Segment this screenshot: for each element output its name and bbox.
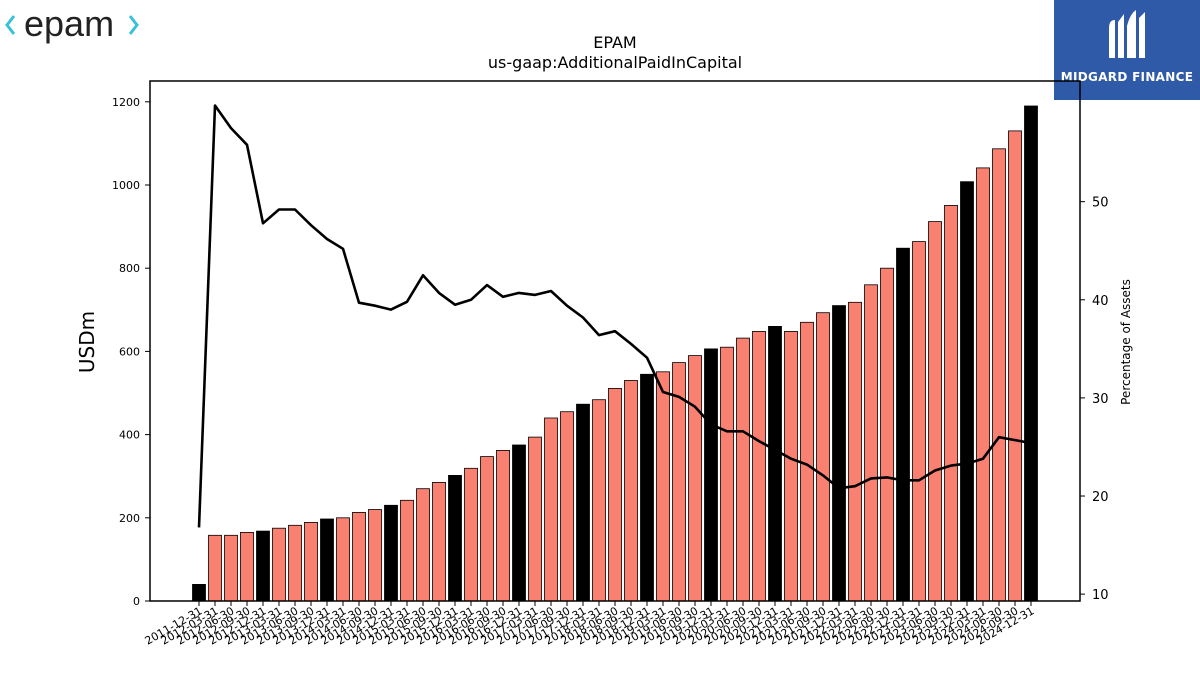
y2-tick-label: 10 bbox=[1092, 588, 1109, 603]
bar bbox=[848, 301, 862, 602]
percentage-line bbox=[197, 104, 1032, 528]
bar bbox=[592, 399, 606, 602]
y2-tick-label: 40 bbox=[1092, 294, 1109, 309]
bar bbox=[752, 330, 766, 602]
y2-tick-label: 20 bbox=[1092, 490, 1109, 505]
bar bbox=[496, 449, 510, 602]
bar bbox=[352, 512, 366, 602]
bar bbox=[432, 481, 446, 602]
chevron-left-icon bbox=[5, 15, 16, 35]
bar bbox=[928, 221, 942, 602]
bar bbox=[416, 488, 430, 602]
bar bbox=[224, 534, 238, 602]
bar bbox=[384, 504, 398, 602]
bar bbox=[320, 518, 334, 602]
bar bbox=[960, 181, 974, 602]
y-tick-label: 800 bbox=[119, 262, 140, 275]
chart-subtitle: us-gaap:AdditionalPaidInCapital bbox=[488, 53, 742, 72]
bar bbox=[912, 241, 926, 602]
chart-title: EPAM bbox=[593, 33, 636, 52]
bar bbox=[864, 284, 878, 602]
bar bbox=[736, 337, 750, 602]
bar bbox=[272, 527, 286, 602]
y-axis-label: USDm bbox=[75, 311, 99, 373]
bar bbox=[208, 534, 222, 602]
bar bbox=[816, 312, 830, 602]
bar bbox=[400, 499, 414, 602]
bar bbox=[560, 411, 574, 602]
bar bbox=[576, 403, 590, 602]
bar bbox=[640, 373, 654, 602]
bar bbox=[704, 348, 718, 602]
bar bbox=[448, 474, 462, 602]
bar bbox=[1008, 130, 1022, 602]
chevron-right-icon bbox=[128, 15, 139, 35]
bar bbox=[880, 267, 894, 602]
bar bbox=[784, 330, 798, 602]
bar bbox=[256, 530, 270, 602]
bar bbox=[832, 305, 846, 602]
bar bbox=[992, 148, 1006, 602]
y-tick-label: 400 bbox=[119, 429, 140, 442]
bar bbox=[688, 355, 702, 602]
bar bbox=[480, 456, 494, 602]
y2-tick-label: 30 bbox=[1092, 392, 1109, 407]
y-tick-label: 1000 bbox=[112, 179, 140, 192]
bar bbox=[976, 167, 990, 602]
plot-area: 02004006008001000120010203040502011-12-3… bbox=[112, 80, 1109, 648]
y2-axis-label: Percentage of Assets bbox=[1119, 279, 1133, 405]
bar bbox=[656, 371, 670, 602]
epam-logo: epam bbox=[4, 2, 144, 52]
bar bbox=[528, 436, 542, 602]
bar bbox=[944, 204, 958, 602]
bar bbox=[608, 387, 622, 602]
bar bbox=[896, 247, 910, 602]
midgard-mark-icon bbox=[1109, 10, 1145, 58]
bar bbox=[192, 584, 206, 602]
bar bbox=[624, 380, 638, 602]
bar bbox=[544, 417, 558, 602]
y-tick-label: 600 bbox=[119, 345, 140, 358]
y2-tick-label: 50 bbox=[1092, 196, 1109, 211]
bar bbox=[288, 524, 302, 602]
bar bbox=[240, 532, 254, 602]
bar bbox=[368, 509, 382, 602]
bar bbox=[1024, 105, 1038, 602]
bar bbox=[720, 346, 734, 602]
bar bbox=[464, 467, 478, 602]
bar bbox=[768, 325, 782, 602]
y-tick-label: 1200 bbox=[112, 96, 140, 109]
bar bbox=[336, 517, 350, 602]
bar bbox=[512, 444, 526, 602]
epam-logo-text: epam bbox=[24, 3, 114, 44]
y-tick-label: 200 bbox=[119, 512, 140, 525]
y-tick-label: 0 bbox=[133, 595, 140, 608]
midgard-brand-text: MIDGARD FINANCE bbox=[1060, 70, 1194, 84]
bar bbox=[304, 522, 318, 602]
midgard-finance-logo: MIDGARD FINANCE bbox=[1054, 0, 1200, 100]
